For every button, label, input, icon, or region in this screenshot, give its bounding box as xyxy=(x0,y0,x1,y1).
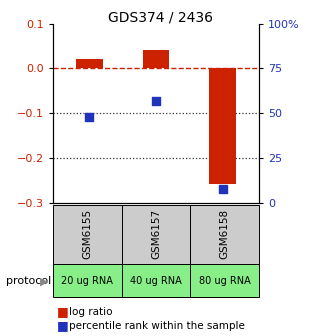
Bar xyxy=(190,205,259,264)
Text: protocol: protocol xyxy=(6,276,52,286)
Bar xyxy=(76,59,103,69)
Text: ■: ■ xyxy=(57,305,68,318)
Bar xyxy=(209,69,236,184)
Text: 40 ug RNA: 40 ug RNA xyxy=(130,276,182,286)
Text: ■: ■ xyxy=(57,320,68,332)
Point xyxy=(87,114,92,120)
Text: GSM6157: GSM6157 xyxy=(151,209,161,259)
Text: percentile rank within the sample: percentile rank within the sample xyxy=(69,321,245,331)
Text: 80 ug RNA: 80 ug RNA xyxy=(199,276,251,286)
Text: 20 ug RNA: 20 ug RNA xyxy=(61,276,113,286)
Bar xyxy=(190,264,259,297)
Bar xyxy=(53,205,122,264)
Bar xyxy=(122,205,190,264)
Text: GDS374 / 2436: GDS374 / 2436 xyxy=(108,10,212,24)
Point xyxy=(154,98,159,103)
Text: ▶: ▶ xyxy=(40,276,48,286)
Bar xyxy=(122,264,190,297)
Text: GSM6155: GSM6155 xyxy=(82,209,92,259)
Bar xyxy=(143,50,169,69)
Point xyxy=(220,186,225,192)
Bar xyxy=(53,264,122,297)
Text: GSM6158: GSM6158 xyxy=(220,209,230,259)
Text: log ratio: log ratio xyxy=(69,307,112,317)
